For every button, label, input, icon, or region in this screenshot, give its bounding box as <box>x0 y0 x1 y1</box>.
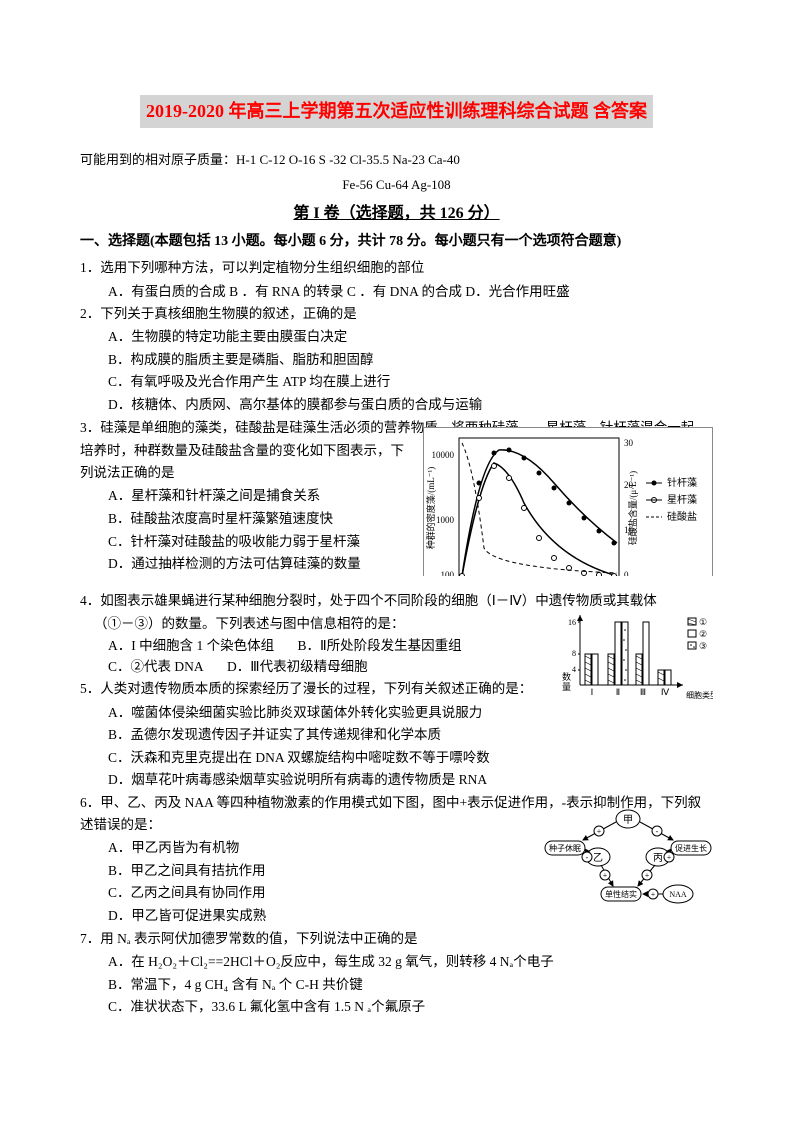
q2-stem: 2．下列关于真核细胞生物膜的叙述，正确的是 <box>80 303 713 325</box>
q5-opt-b: B．孟德尔发现遗传因子并证实了其传递规律和化学本质 <box>108 724 713 746</box>
svg-text:丙: 丙 <box>653 853 663 864</box>
svg-text:甲: 甲 <box>623 815 633 826</box>
q3-yr-30: 30 <box>624 438 634 448</box>
q3-yr-0: 0 <box>624 570 629 576</box>
q4-opt-a: A．I 中细胞含 1 个染色体组 <box>108 638 274 653</box>
q2-opt-a: A．生物膜的特定功能主要由膜蛋白决定 <box>108 326 713 348</box>
svg-text:Ⅱ: Ⅱ <box>616 687 620 697</box>
svg-text:+: + <box>645 871 650 880</box>
q7-opt-b: B．常温下，4 g CH₄ 含有 Nₐ 个 C-H 共价键 <box>108 974 713 996</box>
q1-stem: 1．选用下列哪种方法，可以判定植物分生组织细胞的部位 <box>80 257 713 279</box>
exam-title: 2019-2020 年高三上学期第五次适应性训练理科综合试题 含答案 <box>140 95 653 128</box>
svg-text:-: - <box>586 853 589 862</box>
atomic-mass-line1: 可能用到的相对原子质量：H-1 C-12 O-16 S -32 Cl-35.5 … <box>80 150 713 171</box>
q3-options: A．星杆藻和针杆藻之间是捕食关系 B．硅酸盐浓度高时星杆藻繁殖速度快 C．针杆藻… <box>80 485 410 574</box>
q7-options: A．在 H₂O₂＋Cl₂==2HCl＋O₂反应中，每生成 32 g 氧气，则转移… <box>80 951 713 1018</box>
q6-block: 6．甲、乙、丙及 NAA 等四种植物激素的作用模式如下图，图中+表示促进作用，-… <box>80 792 713 927</box>
q5-opt-d: D．烟草花叶病毒感染烟草实验说明所有病毒的遗传物质是 RNA <box>108 769 713 791</box>
q4-opts-row1: A．I 中细胞含 1 个染色体组 B．Ⅱ所处阶段发生基因重组 <box>80 635 540 657</box>
svg-text:Ⅳ: Ⅳ <box>661 687 670 697</box>
q4-chart: 数 量 16 8 4 Ⅰ Ⅱ Ⅲ Ⅳ 细胞类型 <box>558 610 713 705</box>
q6-opt-b: B．甲乙之间具有拮抗作用 <box>108 860 510 882</box>
q3-opt-c: C．针杆藻对硅酸盐的吸收能力弱于星杆藻 <box>108 531 410 553</box>
svg-text:①: ① <box>699 617 707 627</box>
atomic-mass-line2: Fe-56 Cu-64 Ag-108 <box>80 175 713 196</box>
q3-ytick-1000: 1000 <box>436 515 455 525</box>
q7-stem: 7．用 Nₐ 表示阿伏加德罗常数的值，下列说法中正确的是 <box>80 928 713 950</box>
svg-text:-: - <box>656 827 659 836</box>
svg-text:③: ③ <box>699 641 707 651</box>
q3-opt-a: A．星杆藻和针杆藻之间是捕食关系 <box>108 485 410 507</box>
q4-ylabel: 数 <box>562 671 571 682</box>
svg-text:促进生长: 促进生长 <box>675 843 707 853</box>
q4-opts-row2: C．②代表 DNA D．Ⅲ代表初级精母细胞 <box>80 656 540 678</box>
q2-opt-c: C．有氧呼吸及光合作用产生 ATP 均在膜上进行 <box>108 371 713 393</box>
svg-text:单性结实: 单性结实 <box>605 889 637 899</box>
q4-block: 4．如图表示雄果蝇进行某种细胞分裂时，处于四个不同阶段的细胞（Ⅰ－Ⅳ）中遗传物质… <box>80 590 713 678</box>
q3-sub: 培养时，种群数量及硅酸盐含量的变化如下图表示，下列说法正确的是 <box>80 440 410 483</box>
q3-leg-needle: 针杆藻 <box>667 476 697 489</box>
q2-options: A．生物膜的特定功能主要由膜蛋白决定 B．构成膜的脂质主要是磷脂、脂肪和胆固醇 … <box>80 326 713 415</box>
q2-opt-b: B．构成膜的脂质主要是磷脂、脂肪和胆固醇 <box>108 349 713 371</box>
section1-header: 一、选择题(本题包括 13 小题。每小题 6 分，共计 78 分。每小题只有一个… <box>80 231 713 253</box>
q6-options: A．甲乙丙皆为有机物 B．甲乙之间具有拮抗作用 C．乙丙之间具有协同作用 D．甲… <box>80 837 510 926</box>
q6-opt-a: A．甲乙丙皆为有机物 <box>108 837 510 859</box>
svg-text:Ⅰ: Ⅰ <box>591 687 594 697</box>
svg-text:种子休眠: 种子休眠 <box>549 843 581 853</box>
svg-text:+: + <box>667 853 672 862</box>
svg-text:+: + <box>597 827 602 836</box>
svg-text:16: 16 <box>568 618 576 627</box>
q3-opt-d: D．通过抽样检测的方法可估算硅藻的数量 <box>108 553 410 575</box>
q6-opt-c: C．乙丙之间具有协同作用 <box>108 882 510 904</box>
svg-text:+: + <box>603 871 608 880</box>
svg-text:②: ② <box>699 629 707 639</box>
q3-opt-b: B．硅酸盐浓度高时星杆藻繁殖速度快 <box>108 508 410 530</box>
q5-options: A．噬菌体侵染细菌实验比肺炎双球菌体外转化实验更具说服力 B．孟德尔发现遗传因子… <box>80 702 713 791</box>
q2-opt-d: D．核糖体、内质网、高尔基体的膜都参与蛋白质的合成与运输 <box>108 394 713 416</box>
q3-leg-sil: 硅酸盐 <box>667 510 697 523</box>
q6-diagram: 甲 乙 丙 种子休眠 促进生长 单性结实 NAA + - - + + + + <box>543 807 713 907</box>
q4-stem: 4．如图表示雄果蝇进行某种细胞分裂时，处于四个不同阶段的细胞（Ⅰ－Ⅳ）中遗传物质… <box>80 590 713 612</box>
q3-ytick-10000: 10000 <box>432 450 455 460</box>
svg-text:量: 量 <box>562 682 571 692</box>
q1-options: A．有蛋白质的合成 B ．有 RNA 的转录 C ．有 DNA 的合成 D．光合… <box>80 281 713 303</box>
svg-text:+: + <box>651 890 656 899</box>
q3-yleft-label: 种群的密度藻/(mL⁻¹) <box>425 466 436 548</box>
title-container: 2019-2020 年高三上学期第五次适应性训练理科综合试题 含答案 <box>80 95 713 140</box>
q3-leg-star: 星杆藻 <box>667 493 697 506</box>
svg-text:4: 4 <box>572 665 576 674</box>
q4-opt-b: B．Ⅱ所处阶段发生基因重组 <box>298 638 462 653</box>
q4-xsub: 细胞类型 <box>686 690 713 700</box>
q6-opt-d: D．甲乙皆可促进果实成熟 <box>108 905 510 927</box>
juan-header: 第 I 卷（选择题，共 126 分） <box>80 201 713 227</box>
q7-opt-c: C．准状状态下，33.6 L 氟化氢中含有 1.5 N ₐ个氟原子 <box>108 996 713 1018</box>
svg-text:乙: 乙 <box>593 852 603 864</box>
svg-text:8: 8 <box>572 649 576 658</box>
q4-opt-c: C．②代表 DNA <box>108 659 204 674</box>
q3-chart: 100 1000 10000 种群的密度藻/(mL⁻¹) 0 10 20 30 … <box>423 427 713 576</box>
svg-text:Ⅲ: Ⅲ <box>640 687 646 697</box>
svg-text:NAA: NAA <box>669 890 687 899</box>
q7-opt-a: A．在 H₂O₂＋Cl₂==2HCl＋O₂反应中，每生成 32 g 氧气，则转移… <box>108 951 713 973</box>
q4-opt-d: D．Ⅲ代表初级精母细胞 <box>227 659 368 674</box>
q5-opt-c: C．沃森和克里克提出在 DNA 双螺旋结构中嘧啶数不等于嘌呤数 <box>108 747 713 769</box>
q3-block: 3．硅藻是单细胞的藻类，硅酸盐是硅藻生活必须的营养物质，将两种硅藻——星杆藻、针… <box>80 417 713 576</box>
q4-sub: （①－③）的数量。下列表述与图中信息相符的是： <box>80 613 540 635</box>
q3-ytick-100: 100 <box>441 570 455 576</box>
q3-yright-label: 硅酸盐含量/(μ·L⁻¹) <box>627 470 638 544</box>
